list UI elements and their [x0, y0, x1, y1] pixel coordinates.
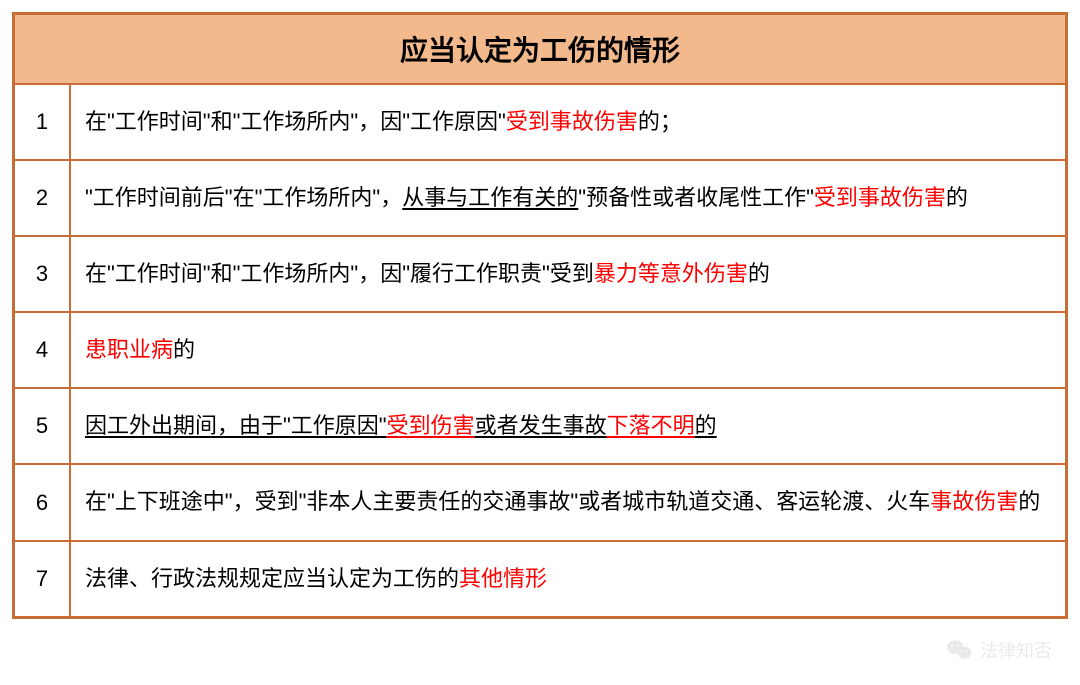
table-row: 6 在"上下班途中"，受到"非本人主要责任的交通事故"或者城市轨道交通、客运轮渡、…	[15, 465, 1065, 541]
text-segment: 在"工作时间"和"工作场所内"，因"履行工作职责"受到	[85, 261, 594, 286]
text-segment: 法律、行政法规规定应当认定为工伤的	[85, 566, 459, 591]
wechat-icon	[946, 639, 972, 661]
table-row: 5因工外出期间，由于"工作原因"受到伤害或者发生事故下落不明的	[15, 389, 1065, 465]
row-content: 患职业病的	[71, 313, 1065, 387]
text-segment: 的	[695, 413, 717, 438]
row-number: 1	[15, 85, 71, 159]
row-content: 在"工作时间"和"工作场所内"，因"履行工作职责"受到暴力等意外伤害的	[71, 237, 1065, 311]
text-segment: 因工外出期间，由于"工作原因"	[85, 413, 387, 438]
text-segment: "工作时间前后"在"工作场所内"，	[85, 185, 402, 210]
text-segment: 患职业病	[85, 337, 173, 362]
table-row: 2"工作时间前后"在"工作场所内"，从事与工作有关的"预备性或者收尾性工作"受到…	[15, 161, 1065, 237]
text-segment: 从事与工作有关的	[402, 185, 578, 210]
row-content: 在"工作时间"和"工作场所内"，因"工作原因"受到事故伤害的；	[71, 85, 1065, 159]
table-body: 1在"工作时间"和"工作场所内"，因"工作原因"受到事故伤害的；2"工作时间前后…	[15, 85, 1065, 616]
watermark-text: 法律知否	[980, 637, 1052, 663]
text-segment: 下落不明	[607, 413, 695, 438]
text-segment: 在"工作时间"和"工作场所内"，因"工作原因"	[85, 109, 506, 134]
text-segment: 事故伤害	[930, 489, 1018, 514]
row-number: 6	[15, 465, 71, 539]
table-title: 应当认定为工伤的情形	[15, 15, 1065, 85]
row-content: 法律、行政法规规定应当认定为工伤的其他情形	[71, 542, 1065, 616]
text-segment: 的	[1018, 489, 1040, 514]
text-segment: 暴力等意外伤害	[594, 261, 748, 286]
row-content: "工作时间前后"在"工作场所内"，从事与工作有关的"预备性或者收尾性工作"受到事…	[71, 161, 1065, 235]
table-row: 3在"工作时间"和"工作场所内"，因"履行工作职责"受到暴力等意外伤害的	[15, 237, 1065, 313]
row-content: 因工外出期间，由于"工作原因"受到伤害或者发生事故下落不明的	[71, 389, 1065, 463]
row-number: 5	[15, 389, 71, 463]
text-segment: 受到伤害	[387, 413, 475, 438]
row-number: 4	[15, 313, 71, 387]
table-row: 7法律、行政法规规定应当认定为工伤的其他情形	[15, 542, 1065, 616]
text-segment: 受到事故伤害	[506, 109, 638, 134]
text-segment: 受到事故伤害	[814, 185, 946, 210]
row-number: 2	[15, 161, 71, 235]
work-injury-table: 应当认定为工伤的情形 1在"工作时间"和"工作场所内"，因"工作原因"受到事故伤…	[12, 12, 1068, 619]
row-number: 7	[15, 542, 71, 616]
text-segment: 其他情形	[459, 566, 547, 591]
row-number: 3	[15, 237, 71, 311]
row-content: 在"上下班途中"，受到"非本人主要责任的交通事故"或者城市轨道交通、客运轮渡、火…	[71, 465, 1065, 539]
table-row: 4患职业病的	[15, 313, 1065, 389]
text-segment: 或者发生事故	[475, 413, 607, 438]
text-segment: 的	[748, 261, 770, 286]
text-segment: 的；	[638, 109, 682, 134]
watermark: 法律知否	[946, 637, 1052, 663]
table-row: 1在"工作时间"和"工作场所内"，因"工作原因"受到事故伤害的；	[15, 85, 1065, 161]
text-segment: 的	[946, 185, 968, 210]
text-segment: 的	[173, 337, 195, 362]
text-segment: "预备性或者收尾性工作"	[578, 185, 814, 210]
text-segment: 在"上下班途中"，受到"非本人主要责任的交通事故"或者城市轨道交通、客运轮渡、火…	[85, 489, 930, 514]
